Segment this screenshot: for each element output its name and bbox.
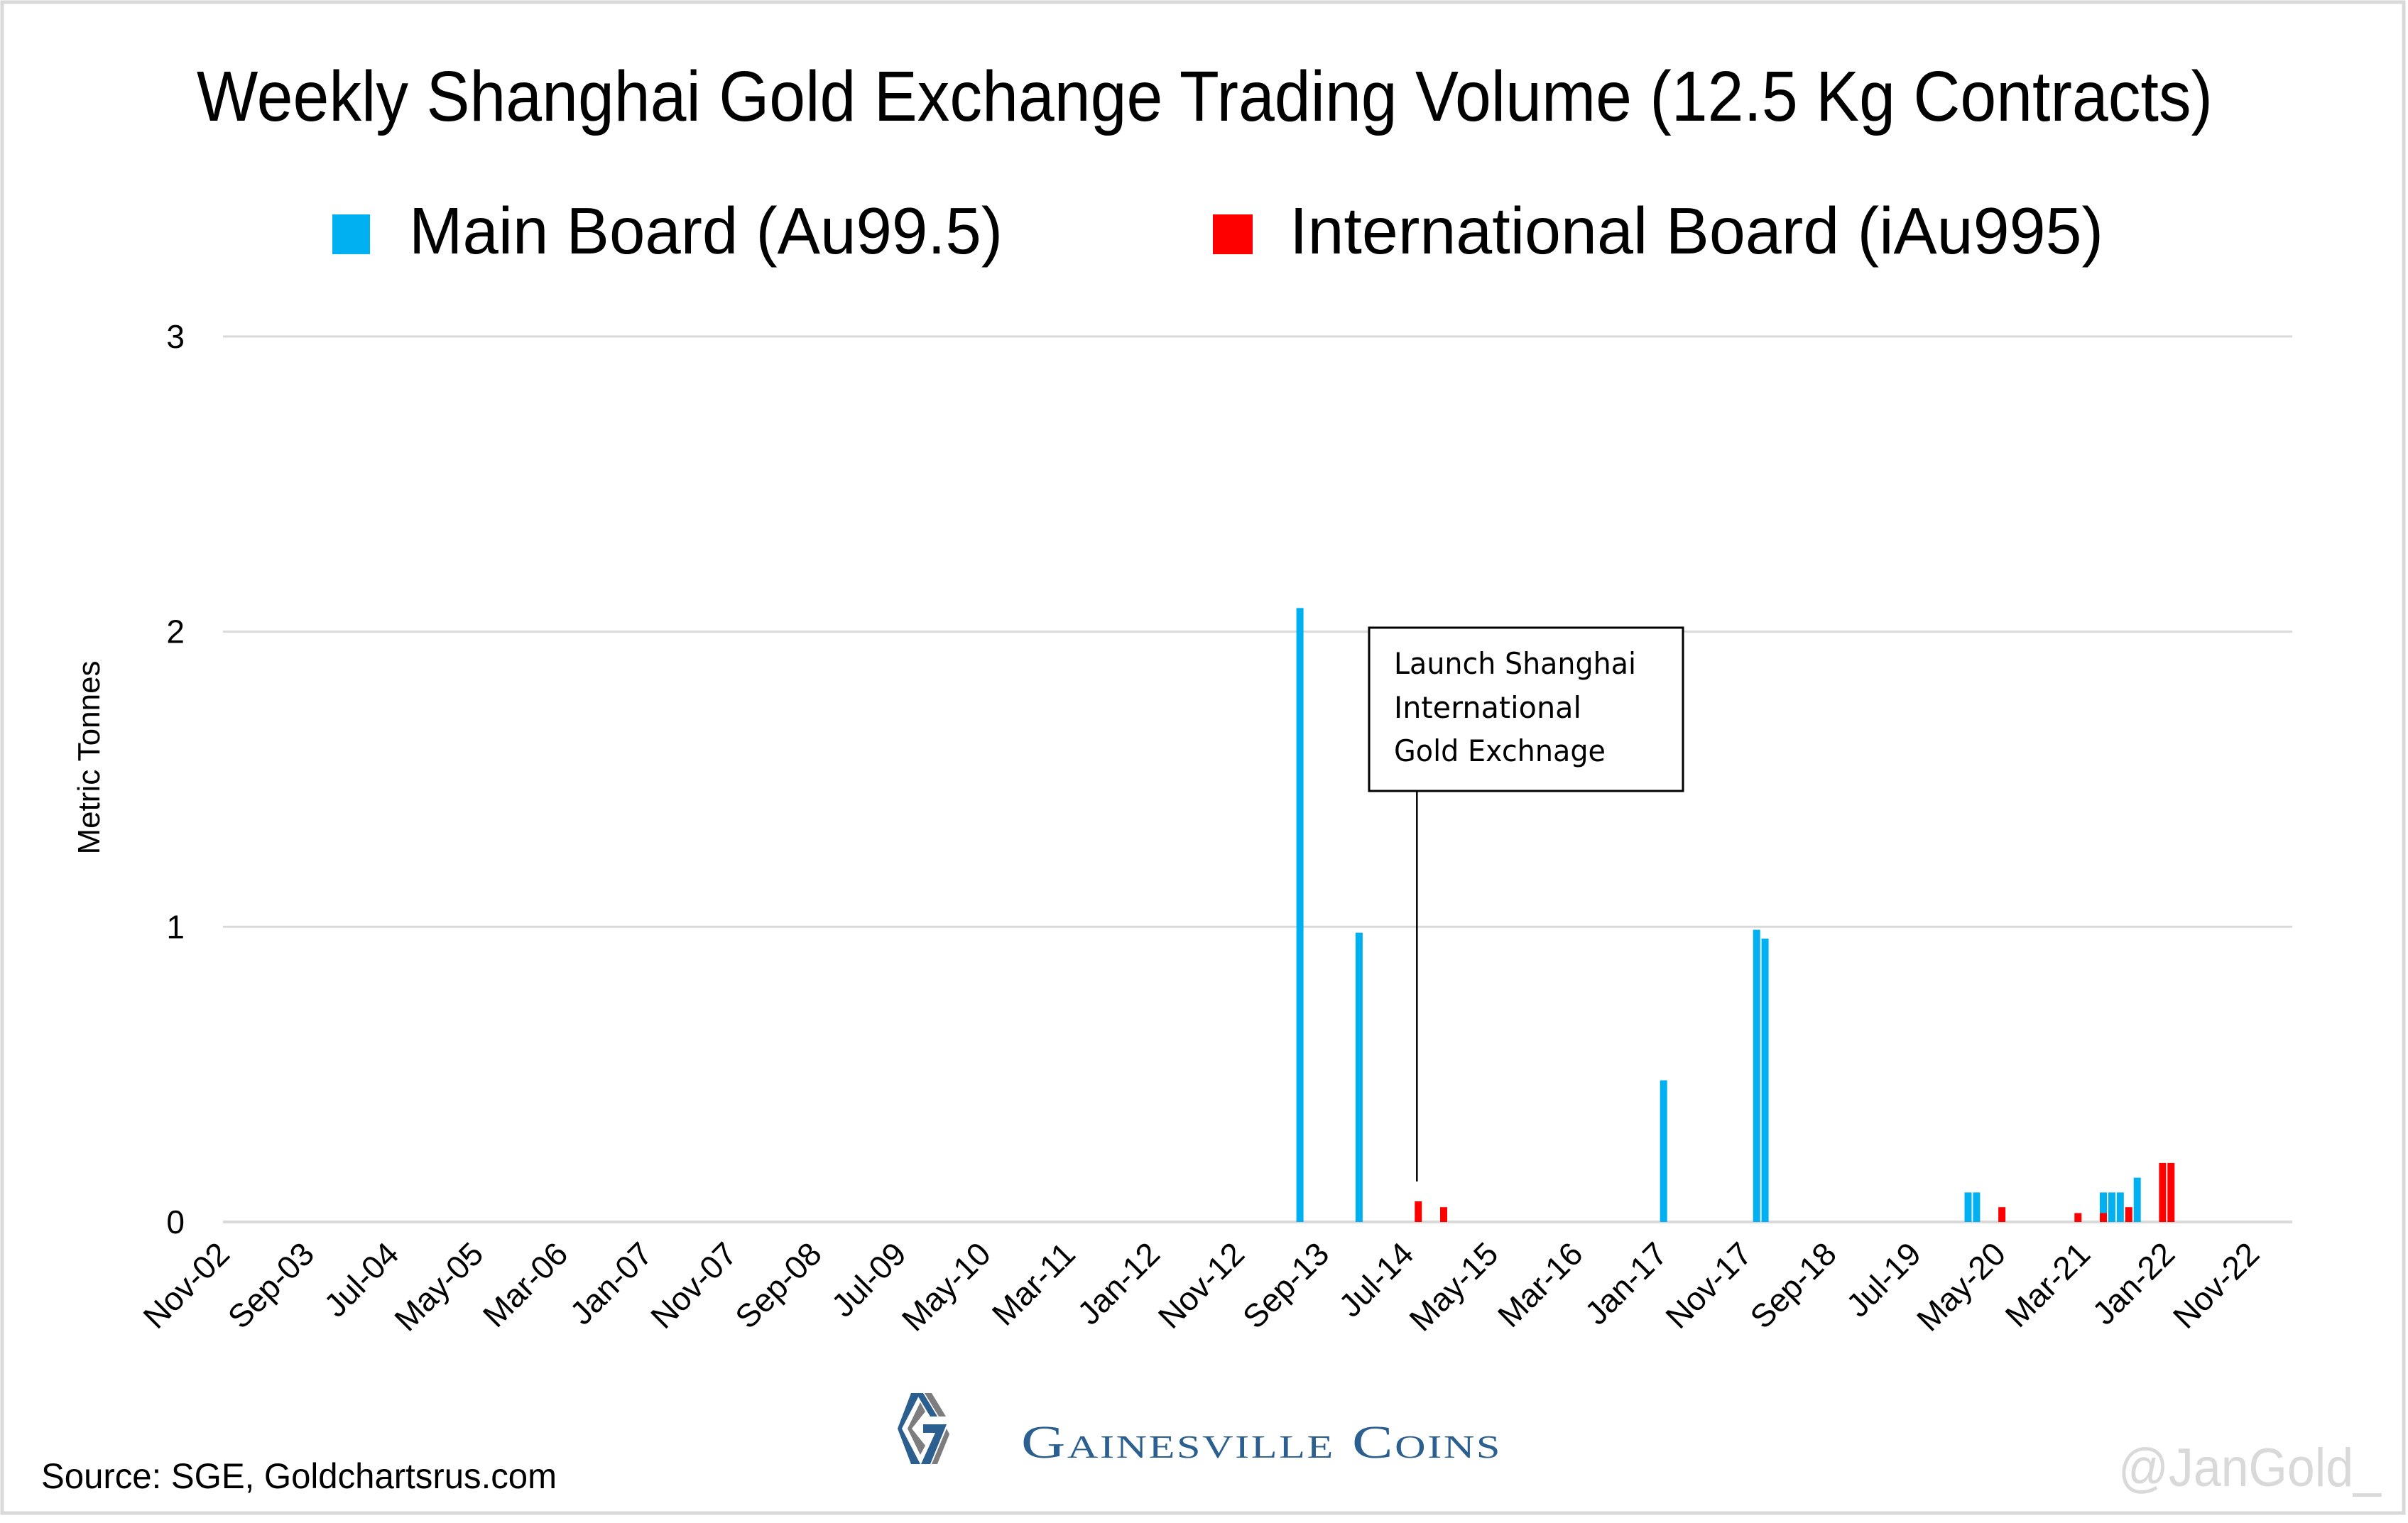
bar-main-board xyxy=(1660,1080,1667,1222)
legend-swatch-main-board xyxy=(332,214,370,254)
bar-international-board xyxy=(2159,1162,2167,1222)
callout-box xyxy=(1368,626,1684,792)
bar-main-board xyxy=(1973,1192,1981,1222)
bars xyxy=(1296,608,2175,1222)
bar-international-board xyxy=(2100,1213,2107,1222)
logo-mark-inner-gray xyxy=(908,1402,925,1455)
bar-international-board xyxy=(2125,1207,2132,1222)
callout-line-1: Launch Shanghai xyxy=(1394,646,1636,681)
source-note: Source: SGE, Goldchartsrus.com xyxy=(41,1456,557,1496)
y-axis-ticks: 0 1 2 3 xyxy=(166,318,185,1240)
y-tick-label: 2 xyxy=(166,613,185,650)
logo-wordmark: Gainesville Coins xyxy=(1021,1416,1502,1468)
bar-international-board xyxy=(2167,1162,2175,1222)
bar-main-board xyxy=(2116,1192,2124,1222)
gridlines xyxy=(223,335,2292,1223)
logo-mark-outer-blue xyxy=(898,1393,920,1464)
logo-mark-top-blue xyxy=(916,1393,937,1416)
annotation-callout: Launch Shanghai International Gold Exchn… xyxy=(1368,626,1684,1181)
bar-main-board xyxy=(1761,938,1769,1222)
logo-mark-top-gray xyxy=(925,1393,946,1416)
callout-line-3: Gold Exchnage xyxy=(1394,733,1606,768)
bar-main-board xyxy=(1964,1192,1972,1222)
logo-mark-bar-blue xyxy=(921,1424,947,1464)
y-tick-label: 0 xyxy=(166,1203,185,1240)
bar-main-board xyxy=(1296,608,1304,1222)
y-tick-label: 3 xyxy=(166,318,185,355)
legend-label-international-board: International Board (iAu995) xyxy=(1290,194,2103,268)
gainesville-coins-logo: Gainesville Coins xyxy=(898,1393,1502,1468)
bar-main-board xyxy=(2100,1192,2107,1222)
bar-international-board xyxy=(2074,1213,2082,1222)
watermark: @JanGold_ xyxy=(2118,1438,2382,1498)
bar-main-board xyxy=(1753,929,1760,1222)
y-tick-label: 1 xyxy=(166,908,185,945)
legend-swatch-international-board xyxy=(1213,214,1253,254)
chart-title: Weekly Shanghai Gold Exchange Trading Vo… xyxy=(197,57,2213,136)
logo-g-mark-icon xyxy=(898,1393,949,1464)
callout-line-2: International xyxy=(1394,690,1581,725)
bar-main-board xyxy=(2133,1177,2141,1222)
y-axis-title: Metric Tonnes xyxy=(72,660,107,854)
bar-main-board xyxy=(1355,932,1363,1222)
bar-international-board xyxy=(1998,1207,2006,1222)
logo-mark-right-gray xyxy=(932,1429,949,1464)
bar-international-board xyxy=(1415,1201,1422,1222)
bar-main-board xyxy=(2108,1192,2115,1222)
bar-international-board xyxy=(1440,1207,1447,1222)
legend: Main Board (Au99.5) International Board … xyxy=(332,194,2103,268)
legend-label-main-board: Main Board (Au99.5) xyxy=(409,194,1003,268)
